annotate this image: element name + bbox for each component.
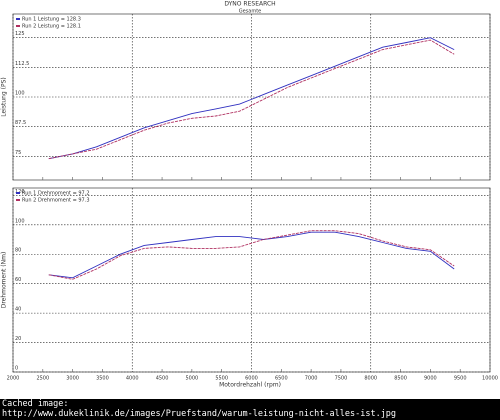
x-tick-label: 3000 (66, 376, 79, 382)
y-tick-label: 0 (15, 366, 18, 372)
series-line (48, 230, 455, 280)
chart-subtitle: Gesamte (239, 9, 262, 15)
x-axis-title: Motordrehzahl (rpm) (219, 382, 281, 389)
series-line (48, 37, 455, 160)
caption: Cached image: http://www.dukeklinik.de/i… (0, 399, 500, 420)
y-tick-label: 75 (15, 150, 21, 156)
x-tick-label: 5000 (186, 376, 199, 382)
legend-label: Run 2 Drehmoment = 97.3 (22, 198, 90, 204)
x-tick-label: 4500 (156, 376, 169, 382)
y-axis-title: Drehmoment (Nm) (1, 252, 8, 309)
x-tick-label: 9000 (424, 376, 437, 382)
chart-title: DYNO RESEARCH (224, 1, 275, 8)
legend-label: Run 1 Drehmoment = 97.2 (22, 191, 90, 197)
y-tick-label: 60 (15, 277, 21, 283)
x-tick-label: 6000 (245, 376, 258, 382)
y-tick-label: 112.5 (15, 61, 29, 67)
legend-label: Run 1 Leistung = 128.3 (22, 17, 81, 23)
series-line (48, 39, 455, 160)
x-tick-label: 10000 (482, 376, 498, 382)
x-tick-label: 6500 (275, 376, 288, 382)
y-tick-label: 87.5 (15, 120, 26, 126)
x-tick-label: 8000 (364, 376, 377, 382)
x-tick-label: 9500 (454, 376, 467, 382)
x-tick-label: 5500 (215, 376, 228, 382)
x-tick-label: 2000 (7, 376, 20, 382)
x-tick-label: 2500 (36, 376, 49, 382)
x-tick-label: 7500 (335, 376, 348, 382)
caption-label: Cached image: (2, 399, 69, 409)
x-tick-label: 8500 (394, 376, 407, 382)
caption-url: http://www.dukeklinik.de/images/Pruefsta… (2, 409, 397, 419)
y-tick-label: 40 (15, 307, 21, 313)
y-tick-label: 100 (15, 91, 25, 97)
y-tick-label: 100 (15, 218, 25, 224)
legend-label: Run 2 Leistung = 128.1 (22, 24, 81, 30)
y-tick-label: 20 (15, 336, 21, 342)
x-tick-label: 7000 (305, 376, 318, 382)
y-tick-label: 120 (15, 189, 25, 195)
y-tick-label: 125 (15, 31, 25, 37)
x-tick-label: 4000 (126, 376, 139, 382)
series-line (48, 231, 455, 279)
y-axis-title: Leistung (PS) (1, 77, 8, 117)
y-tick-label: 80 (15, 248, 21, 254)
x-tick-label: 3500 (96, 376, 109, 382)
